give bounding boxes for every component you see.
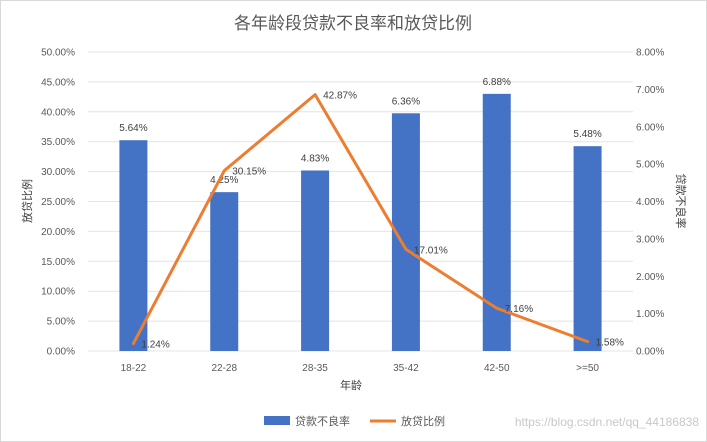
x-tick-label: 35-42 — [393, 363, 419, 374]
legend-label-bar: 贷款不良率 — [295, 414, 350, 428]
legend-swatch-bar — [264, 416, 290, 425]
y-right-tick-label: 6.00% — [636, 122, 664, 133]
bar — [573, 146, 602, 351]
y-left-tick-label: 15.00% — [41, 257, 75, 268]
x-axis-label: 年龄 — [340, 378, 362, 392]
legend: 贷款不良率 放贷比例 — [264, 414, 445, 428]
bar-data-label: 4.25% — [210, 175, 238, 186]
x-tick-label: 22-28 — [211, 363, 237, 374]
y-axis-left-label: 放贷比例 — [20, 179, 34, 223]
y-left-tick-label: 20.00% — [41, 227, 75, 238]
y-right-tick-label: 1.00% — [636, 309, 664, 320]
y-right-tick-label: 0.00% — [636, 347, 664, 358]
y-left-tick-label: 0.00% — [47, 347, 75, 358]
line-data-label: 1.58% — [596, 338, 624, 349]
x-tick-label: 28-35 — [302, 363, 328, 374]
y-left-tick-label: 40.00% — [41, 107, 75, 118]
right-axis-ticks: 0.00% 1.00% 2.00% 3.00% 4.00% 5.00% 6.00% 7.00%… — [636, 48, 664, 358]
y-right-tick-label: 5.00% — [636, 160, 664, 171]
y-left-tick-label: 35.00% — [41, 137, 75, 148]
line-data-label: 42.87% — [323, 91, 357, 102]
y-left-tick-label: 45.00% — [41, 77, 75, 88]
y-left-tick-label: 25.00% — [41, 197, 75, 208]
bar-series: 5.64% 4.25% 4.83% 6.36% 6.88% 5.48% — [119, 77, 602, 352]
y-right-tick-label: 2.00% — [636, 272, 664, 283]
line-data-label: 7.16% — [505, 304, 533, 315]
bar-data-label: 6.36% — [392, 96, 420, 107]
x-axis-ticks: 18-22 22-28 28-35 35-42 42-50 >=50 — [121, 363, 600, 374]
line-series: 1.24% 30.15% 42.87% 17.01% 7.16% 1.58% — [131, 91, 624, 351]
gridlines — [88, 51, 633, 352]
bar-data-label: 5.64% — [119, 123, 147, 134]
y-left-tick-label: 30.00% — [41, 167, 75, 178]
y-left-tick-label: 5.00% — [47, 317, 75, 328]
watermark-text: https://blog.csdn.net/qq_44186838 — [515, 415, 699, 429]
legend-label-line: 放贷比例 — [401, 414, 445, 428]
bar — [301, 170, 330, 351]
y-right-tick-label: 8.00% — [636, 48, 664, 59]
y-right-tick-label: 7.00% — [636, 85, 664, 96]
left-axis-ticks: 0.00% 5.00% 10.00% 15.00% 20.00% 25.00% 30.00%… — [41, 48, 75, 358]
bar-data-label: 5.48% — [573, 129, 601, 140]
line-data-label: 1.24% — [141, 340, 169, 351]
bar-data-label: 4.83% — [301, 153, 329, 164]
chart-title: 各年龄段贷款不良率和放贷比例 — [234, 14, 472, 34]
bar — [119, 140, 148, 351]
line-data-label: 17.01% — [414, 245, 448, 256]
y-left-tick-label: 50.00% — [41, 48, 75, 59]
x-tick-label: 18-22 — [121, 363, 147, 374]
bar — [210, 192, 239, 351]
line-series-path — [131, 93, 590, 346]
y-right-tick-label: 4.00% — [636, 197, 664, 208]
bar-data-label: 6.88% — [483, 77, 511, 88]
x-tick-label: 42-50 — [484, 363, 510, 374]
y-right-tick-label: 3.00% — [636, 234, 664, 245]
x-tick-label: >=50 — [576, 363, 599, 374]
line-data-label: 30.15% — [232, 167, 266, 178]
y-axis-right-label: 贷款不良率 — [674, 174, 688, 229]
y-left-tick-label: 10.00% — [41, 287, 75, 298]
